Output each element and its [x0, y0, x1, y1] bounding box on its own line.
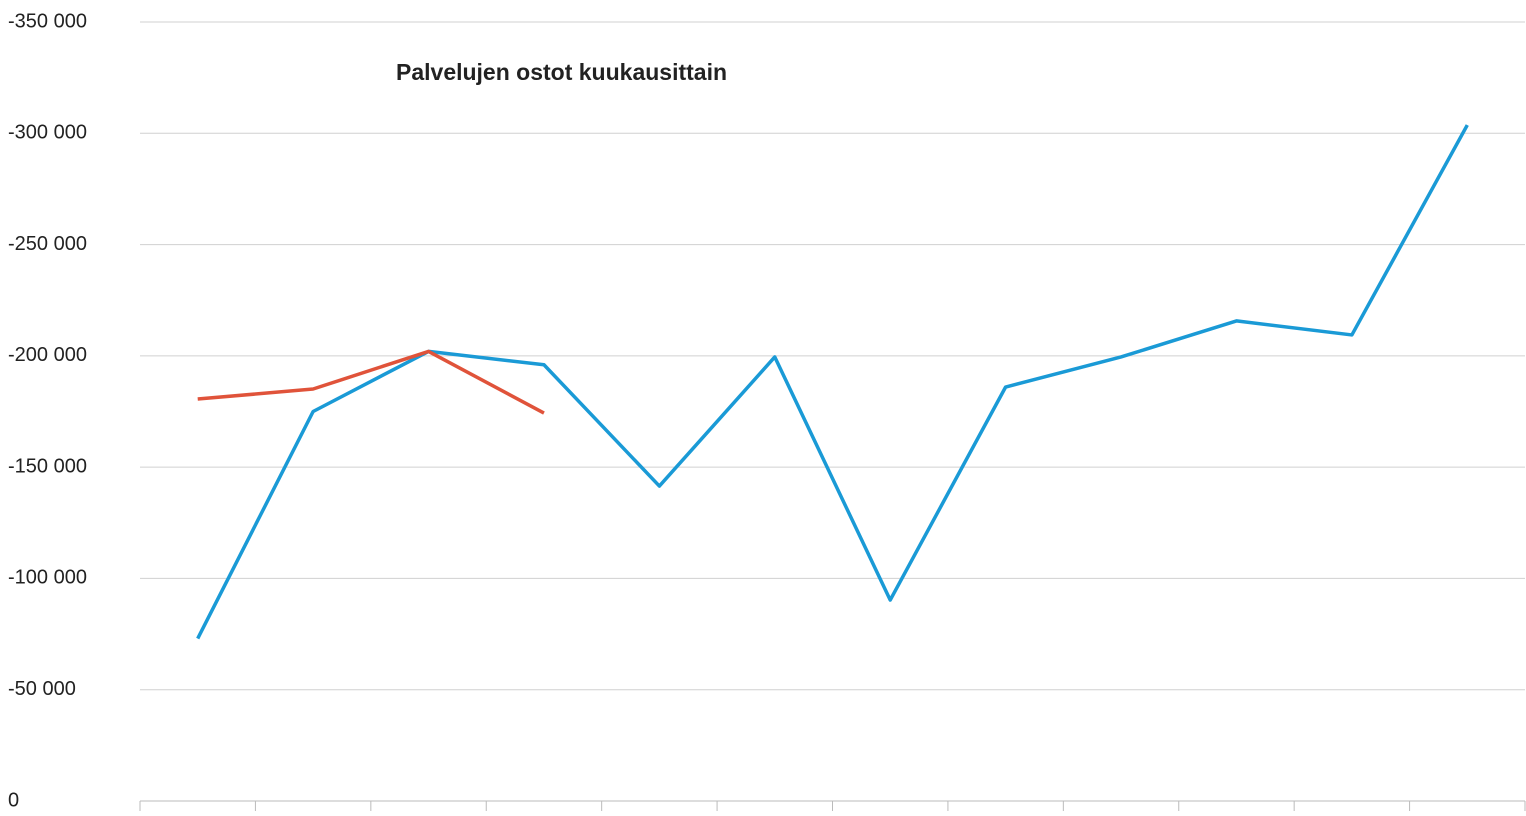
y-tick-label: -50 000	[8, 678, 76, 700]
y-tick-label: -100 000	[8, 567, 87, 589]
y-tick-label: -150 000	[8, 455, 87, 477]
line-series	[197, 349, 545, 415]
y-tick-label: -350 000	[8, 10, 87, 32]
line-series	[196, 124, 1469, 640]
y-tick-label: 0	[8, 789, 19, 811]
y-tick-label: -300 000	[8, 122, 87, 144]
chart-title: Palvelujen ostot kuukausittain	[396, 59, 727, 85]
y-tick-label: -250 000	[8, 233, 87, 255]
y-tick-label: -200 000	[8, 344, 87, 366]
